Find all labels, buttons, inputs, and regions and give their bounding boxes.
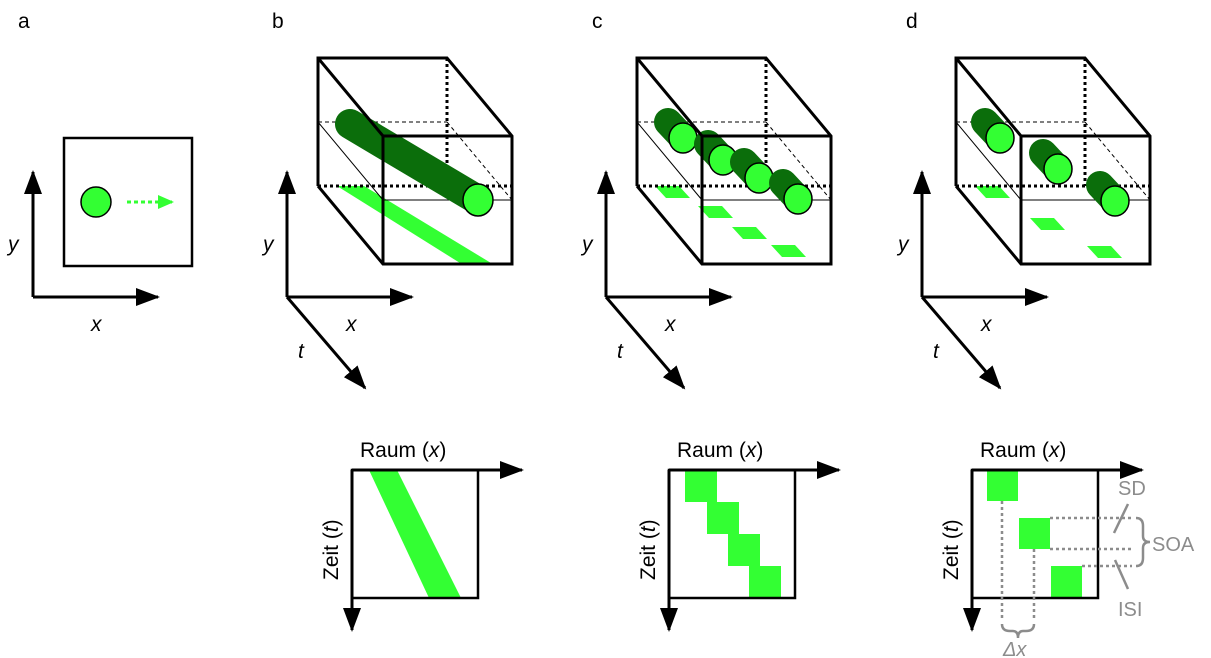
panel-label-d: d <box>906 10 918 33</box>
time-axis-title: Zeit (t) <box>320 519 343 580</box>
panel-a: a y x <box>6 10 194 336</box>
x-axis-label: x <box>345 313 358 336</box>
sd-pointer <box>1112 503 1130 534</box>
y-axis-label: y <box>580 233 594 256</box>
tube-segment <box>769 169 813 215</box>
panel-d: d y x t <box>896 10 1195 658</box>
x-axis-label: x <box>90 313 103 336</box>
space-time-step <box>749 566 781 598</box>
t-axis-arrow <box>920 296 1002 390</box>
sd-label: SD <box>1118 478 1146 500</box>
space-time-step <box>707 502 739 534</box>
space-time-flash <box>1019 518 1050 549</box>
stimulus-flash <box>1087 246 1122 258</box>
panel-label-b: b <box>272 10 284 33</box>
tube-segment <box>1029 139 1073 185</box>
display-frame <box>62 136 194 268</box>
time-axis-title: Zeit (t) <box>940 519 963 580</box>
tube-segment <box>694 130 738 176</box>
tube-segment <box>971 108 1015 154</box>
space-time-flash <box>1051 566 1082 597</box>
soa-label: SOA <box>1152 534 1195 556</box>
stimulus-step <box>698 206 733 218</box>
tube-segment <box>730 148 774 194</box>
panel-b: b y x t Raum (x) Zeit (t) <box>261 10 524 632</box>
space-axis-title: Raum (x) <box>360 439 446 462</box>
space-time-flash <box>987 470 1018 501</box>
t-axis-arrow <box>604 296 686 390</box>
y-axis-label: y <box>6 233 20 256</box>
mid-plane-edge <box>317 121 384 201</box>
tube-segment <box>1086 171 1130 217</box>
time-axis-title: Zeit (t) <box>637 519 660 580</box>
stimulus-flash <box>1030 218 1065 230</box>
space-time-step <box>728 534 760 566</box>
motion-tube <box>335 109 493 215</box>
tube-segment <box>654 108 698 154</box>
mid-plane-edge <box>636 121 703 201</box>
panel-label-c: c <box>592 10 603 33</box>
y-axis-label: y <box>261 233 275 256</box>
panel-label-a: a <box>18 10 30 33</box>
stimulus-step <box>732 227 767 239</box>
timing-annotation-lines <box>1000 501 1132 620</box>
dx-brace <box>1000 623 1036 639</box>
panel-c: c y <box>580 10 841 632</box>
t-axis-label: t <box>933 340 940 363</box>
stimulus-trace <box>337 186 491 263</box>
isi-label: ISI <box>1118 599 1142 621</box>
stimulus-flash <box>975 186 1010 198</box>
mid-plane-edge <box>955 121 1022 201</box>
stimulus-step <box>771 245 806 257</box>
moving-dot <box>80 186 112 218</box>
stimulus-step <box>655 186 690 198</box>
x-axis-label: x <box>664 313 677 336</box>
t-axis-label: t <box>298 340 305 363</box>
y-axis-label: y <box>896 233 910 256</box>
space-axis-title: Raum (x) <box>677 439 763 462</box>
space-time-trace <box>369 470 461 598</box>
soa-brace <box>1135 516 1151 568</box>
t-axis-arrow <box>285 296 367 390</box>
space-axis-title: Raum (x) <box>980 439 1066 462</box>
delta-x-label: Δx <box>1002 639 1027 658</box>
isi-pointer <box>1113 559 1130 590</box>
x-axis-label: x <box>980 313 993 336</box>
space-time-step <box>685 470 717 502</box>
tube-end-cap <box>462 183 494 217</box>
t-axis-label: t <box>617 340 624 363</box>
